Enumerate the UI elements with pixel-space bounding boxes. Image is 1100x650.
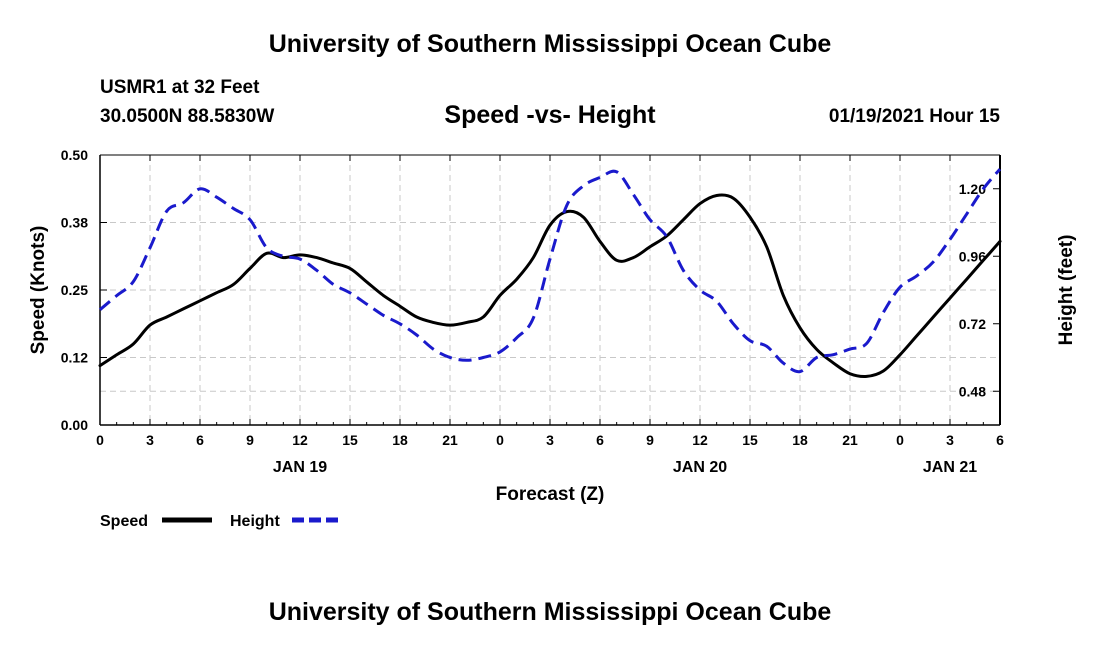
legend-label-height: Height — [230, 513, 280, 530]
x-tick-label: 6 — [196, 432, 204, 448]
page-title: University of Southern Mississippi Ocean… — [268, 30, 832, 58]
y-left-tick-label: 0.38 — [61, 215, 88, 231]
x-tick-label: 21 — [842, 432, 858, 448]
x-tick-label: 9 — [246, 432, 254, 448]
x-tick-label: 15 — [342, 432, 358, 448]
forecast-date-label: 01/19/2021 Hour 15 — [828, 106, 1000, 127]
series-line-speed — [98, 193, 1002, 378]
x-tick-label: 0 — [896, 432, 904, 448]
footer-title: University of Southern Mississippi Ocean… — [268, 598, 832, 626]
x-tick-label: 18 — [392, 432, 408, 448]
x-tick-label: 18 — [792, 432, 808, 448]
x-tick-label: 9 — [646, 432, 654, 448]
y-left-tick-label: 0.12 — [61, 350, 88, 366]
y-left-tick-label: 0.50 — [61, 147, 88, 163]
station-label: USMR1 at 32 Feet — [100, 77, 260, 98]
x-tick-label: 0 — [96, 432, 104, 448]
x-tick-label: 6 — [996, 432, 1004, 448]
y-axis-left-label: Speed (Knots) — [28, 226, 49, 355]
coordinates-label: 30.0500N 88.5830W — [100, 106, 275, 127]
y-axis-right-label: Height (feet) — [1056, 235, 1077, 346]
x-axis-label: Forecast (Z) — [496, 484, 605, 505]
x-tick-label: 3 — [946, 432, 954, 448]
y-left-tick-label: 0.25 — [61, 282, 88, 298]
x-tick-label: 21 — [442, 432, 458, 448]
chart-title: Speed -vs- Height — [444, 101, 656, 129]
x-tick-label: 12 — [692, 432, 708, 448]
y-left-tick-label: 0.00 — [61, 417, 88, 433]
x-tick-label: 3 — [546, 432, 554, 448]
y-right-tick-label: 0.48 — [959, 383, 986, 399]
legend-label-speed: Speed — [100, 513, 148, 530]
date-label: JAN 20 — [673, 459, 727, 476]
x-tick-label: 3 — [146, 432, 154, 448]
y-right-tick-label: 0.72 — [959, 316, 986, 332]
date-label: JAN 19 — [273, 459, 327, 476]
y-right-tick-label: 1.20 — [959, 181, 986, 197]
x-tick-label: 6 — [596, 432, 604, 448]
series-line-height — [99, 168, 1002, 374]
x-tick-label: 0 — [496, 432, 504, 448]
y-right-tick-label: 0.96 — [959, 248, 986, 264]
x-tick-label: 15 — [742, 432, 758, 448]
x-tick-label: 12 — [292, 432, 308, 448]
date-label: JAN 21 — [923, 459, 977, 476]
